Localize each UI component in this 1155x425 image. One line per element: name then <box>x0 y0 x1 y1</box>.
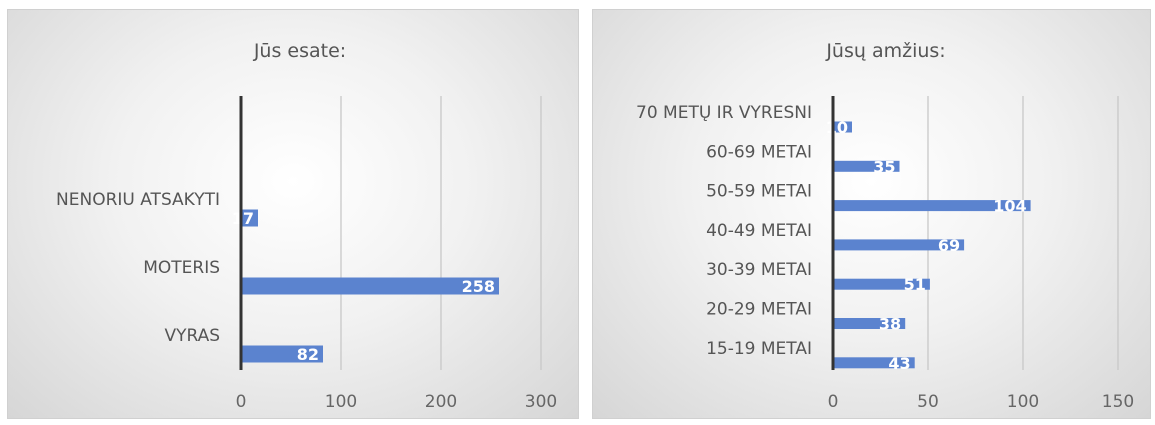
data-label: 104 <box>993 197 1026 216</box>
chart-gender: Jūs esate: 0 100 200 300 NENORIU ATSAKYTI 17 MO… <box>56 40 557 412</box>
bar <box>833 121 852 133</box>
x-tick-label: 50 <box>917 392 939 412</box>
category-label: 70 METŲ IR VYRESNI <box>636 103 812 123</box>
category-label: 60-69 METAI <box>706 142 812 162</box>
bar <box>833 278 930 290</box>
bar <box>833 239 965 251</box>
bar <box>833 200 1031 212</box>
bar <box>241 277 499 295</box>
data-label: 51 <box>904 275 926 294</box>
category-label: 30-39 METAI <box>706 260 812 280</box>
category-label: 50-59 METAI <box>706 182 812 202</box>
data-label: 38 <box>879 315 901 334</box>
chart-panel-age: Jūsų amžius: 0 50 100 150 70 METŲ IR VYRESNI 1… <box>592 9 1151 419</box>
data-label: 43 <box>888 354 910 373</box>
data-label: 258 <box>462 277 495 296</box>
bar <box>833 357 915 369</box>
bar <box>241 209 258 227</box>
x-tick-label: 150 <box>1102 392 1134 412</box>
x-tick-label: 300 <box>525 392 557 412</box>
x-tick-label: 0 <box>828 392 839 412</box>
category-label: 15-19 METAI <box>706 339 812 359</box>
data-label: 10 <box>826 118 848 137</box>
bar <box>241 345 323 363</box>
chart-title: Jūs esate: <box>253 40 346 62</box>
category-label: VYRAS <box>164 326 220 346</box>
bar <box>833 318 906 329</box>
data-label: 82 <box>297 345 319 364</box>
category-label: NENORIU ATSAKYTI <box>56 190 220 210</box>
x-tick-label: 200 <box>425 392 457 412</box>
chart-title: Jūsų amžius: <box>825 40 945 62</box>
category-label: 20-29 METAI <box>706 300 812 320</box>
category-label: 40-49 METAI <box>706 221 812 241</box>
category-label: MOTERIS <box>143 258 220 278</box>
chart-panel-gender: Jūs esate: 0 100 200 300 NENORIU ATSAKYTI 17 MO… <box>7 9 579 419</box>
x-tick-label: 0 <box>236 392 247 412</box>
x-tick-label: 100 <box>1007 392 1039 412</box>
chart-age: Jūsų amžius: 0 50 100 150 70 METŲ IR VYRESNI 1… <box>636 40 1134 412</box>
data-label: 17 <box>232 209 254 228</box>
bar <box>833 160 900 172</box>
data-label: 35 <box>873 157 895 176</box>
x-tick-label: 100 <box>325 392 357 412</box>
data-label: 69 <box>938 236 960 255</box>
